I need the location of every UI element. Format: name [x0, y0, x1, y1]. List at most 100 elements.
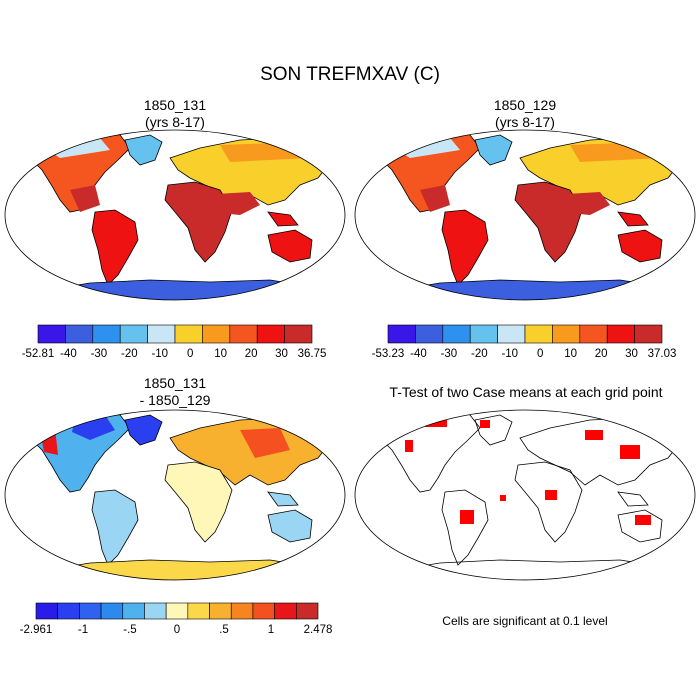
panel-title-3: 1850_131 - 1850_129 [60, 375, 290, 409]
map-panel-4 [354, 409, 696, 581]
map-border [354, 129, 696, 301]
map-border [354, 409, 696, 581]
landmass-australia [617, 509, 663, 543]
colorbar-swatch [92, 324, 121, 344]
map-border [4, 409, 346, 581]
map-panel-1 [4, 129, 346, 301]
landmass-australia [267, 229, 313, 263]
colorbar-label: 10 [564, 348, 577, 360]
significant-cells [585, 430, 603, 440]
colorbar-3: -2.961 -1 -.5 0 .5 1 2.478 [20, 602, 333, 636]
colorbar-label: -30 [91, 348, 108, 360]
colorbar-swatch [469, 324, 498, 344]
colorbar-label: -20 [471, 348, 488, 360]
colorbar-swatch [497, 324, 526, 344]
colorbar-swatch [552, 324, 581, 344]
colorbar-label: 10 [214, 348, 227, 360]
significant-cells [405, 440, 413, 452]
colorbar-label: 2.478 [304, 624, 333, 636]
colorbar-label: -30 [441, 348, 458, 360]
colorbar-label: 1 [268, 624, 274, 636]
colorbar-label: 36.75 [298, 348, 327, 360]
landmass-greenland [474, 414, 513, 446]
colorbar-swatch [79, 602, 102, 620]
landmass-africa [164, 461, 233, 543]
colorbar-2: -53.23 -40 -30 -20 -10 0 10 20 30 37.03 [372, 324, 677, 360]
landmass-seAsiaIslands [267, 491, 299, 507]
landmass-antarctica [369, 559, 681, 580]
colorbar-label: -40 [60, 348, 77, 360]
colorbar-label: -52.81 [22, 348, 55, 360]
colorbar-swatch [579, 324, 608, 344]
colorbar-label: 0 [187, 348, 193, 360]
colorbar-swatch [209, 602, 232, 620]
landmass-australia [617, 229, 663, 263]
landmass-greenland [124, 414, 163, 446]
significant-cells [620, 445, 640, 459]
landmass-northAmerica [379, 410, 481, 493]
colorbar-label: 0 [537, 348, 543, 360]
colorbar-swatch [415, 324, 444, 344]
colorbar-label: 20 [245, 348, 258, 360]
colorbar-swatch [147, 324, 176, 344]
colorbar-label: 30 [275, 348, 288, 360]
colorbar-swatch [524, 324, 553, 344]
colorbar-label: -20 [121, 348, 138, 360]
colorbar-swatch [634, 324, 663, 344]
significance-note: Cells are significant at 0.1 level [442, 614, 608, 628]
landmass-seAsiaIslands [617, 491, 649, 507]
landmass-seAsiaIslands [267, 211, 299, 227]
colorbar-swatch [606, 324, 635, 344]
colorbar-swatch [165, 602, 189, 620]
landmass-southAmerica [441, 209, 489, 286]
figure-title: SON TREFMXAV (C) [260, 64, 440, 85]
landmass-greenland [474, 134, 513, 166]
colorbar-swatch [229, 324, 258, 344]
colorbar-1: -52.81 -40 -30 -20 -10 0 10 20 30 36.75 [22, 324, 327, 360]
colorbar-label: -1 [78, 624, 88, 636]
significant-cells [545, 490, 557, 500]
colorbar-swatch [296, 602, 319, 620]
colorbar-label: -10 [151, 348, 168, 360]
colorbar-label: -40 [410, 348, 427, 360]
colorbar-swatch [252, 602, 275, 620]
colorbar-label: -53.23 [372, 348, 405, 360]
colorbar-label: 37.03 [648, 348, 677, 360]
panel-title-2: 1850_129 (yrs 8-17) [410, 97, 640, 131]
colorbar-swatch [387, 324, 416, 344]
colorbar-swatch [187, 602, 210, 620]
colorbar-label: -.5 [123, 624, 136, 636]
panel-title-3-line2: - 1850_129 [139, 392, 211, 408]
landmass-australia [267, 509, 313, 543]
map-panel-3 [4, 409, 346, 581]
significant-cells [480, 420, 490, 428]
panel-title-1: 1850_131 (yrs 8-17) [60, 97, 290, 131]
colorbar-swatch [37, 324, 66, 344]
panel-title-1-line1: 1850_131 [143, 97, 207, 113]
colorbar-swatch [284, 324, 313, 344]
colorbar-swatch [144, 602, 167, 620]
colorbar-label: 30 [625, 348, 638, 360]
significant-cells [635, 515, 651, 525]
colorbar-swatch [256, 324, 285, 344]
colorbar-swatch [57, 602, 80, 620]
colorbar-swatch [442, 324, 471, 344]
colorbar-label: 20 [595, 348, 608, 360]
panel-title-2-line2: (yrs 8-17) [495, 114, 555, 130]
colorbar-label: -2.961 [20, 624, 53, 636]
colorbar-swatch [65, 324, 94, 344]
landmass-southAmerica [91, 209, 139, 286]
colorbar-swatch [174, 324, 203, 344]
map-panel-2 [354, 129, 696, 301]
colorbar-swatch [274, 602, 297, 620]
panel-title-2-line1: 1850_129 [493, 97, 557, 113]
map-border [4, 129, 346, 301]
landmass-greenland [124, 134, 163, 166]
colorbar-swatch [122, 602, 145, 620]
landmass-africa [514, 461, 583, 543]
significant-cells [500, 495, 506, 501]
colorbar-swatch [230, 602, 254, 620]
landmass-southAmerica [91, 489, 139, 566]
